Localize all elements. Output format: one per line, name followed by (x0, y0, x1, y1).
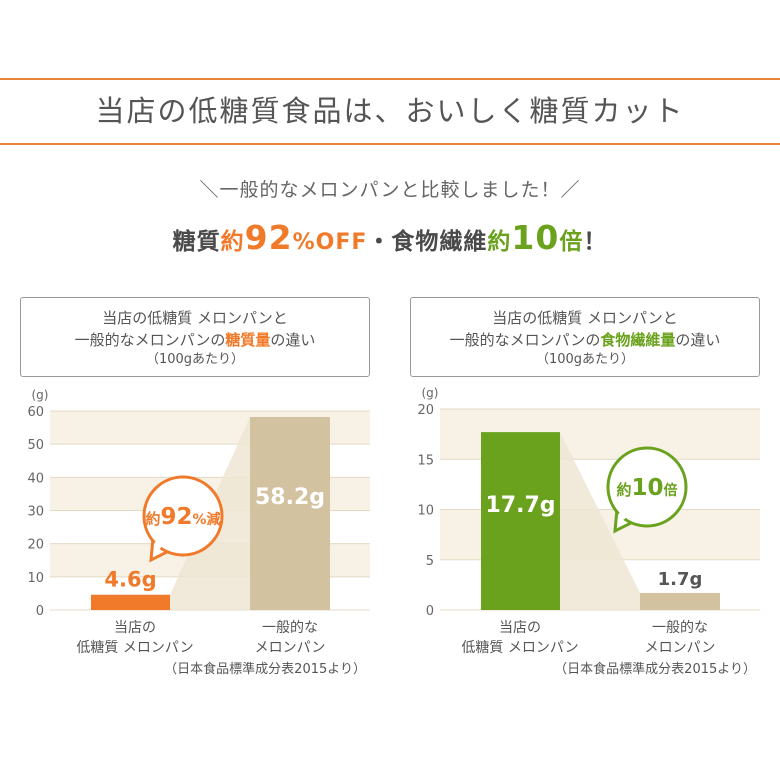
badge-number: 92 (160, 504, 192, 530)
x-category-label: 一般的な (262, 620, 318, 636)
bottom-rule (0, 143, 780, 145)
y-tick-label: 10 (27, 571, 44, 586)
badge-circle (606, 446, 688, 528)
x-category-label: メロンパン (645, 640, 716, 656)
headline-approx-1: 約 (220, 229, 245, 255)
bar-regular-bread (640, 592, 720, 610)
badge-number: 10 (632, 475, 664, 501)
y-tick-label: 10 (417, 504, 434, 519)
badge-suffix: %減 (193, 511, 221, 528)
panel-left-title: 当店の低糖質 メロンパンと 一般的なメロンパンの糖質量の違い （100gあたり） (20, 297, 370, 377)
headline-approx-2: 約 (487, 229, 512, 255)
y-tick-label: 5 (426, 554, 434, 569)
badge-text: 約92%減 (145, 504, 220, 530)
panel-right-line1: 当店の低糖質 メロンパンと (492, 309, 678, 327)
x-category-label: 当店の (114, 620, 156, 636)
bar-our-bread (91, 594, 170, 610)
headline-10: 10 (511, 218, 560, 257)
x-category-label: メロンパン (255, 640, 326, 656)
panel-right-title: 当店の低糖質 メロンパンと 一般的なメロンパンの食物繊維量の違い （100gあた… (410, 297, 760, 377)
x-category-label: 低糖質 メロンパン (76, 640, 193, 656)
bar-regular-bread (250, 416, 330, 610)
panel-left-line2-post: の違い (270, 331, 316, 349)
headline-times: 倍 (559, 229, 584, 255)
panel-left-line3: （100gあたり） (145, 352, 245, 367)
headline-92: 92 (244, 218, 293, 257)
y-tick-label: 60 (27, 405, 44, 420)
panel-left-line2: 一般的なメロンパンの糖質量の違い (21, 329, 369, 351)
panel-right-highlight: 食物繊維量 (600, 331, 676, 349)
y-tick-label: 20 (417, 403, 434, 418)
y-tick-label: 15 (417, 453, 434, 468)
panel-left-line1: 当店の低糖質 メロンパンと (102, 309, 288, 327)
headline-sugar: 糖質 (172, 229, 221, 255)
page-title: 当店の低糖質食品は、おいしく糖質カット (95, 94, 685, 128)
panel-left-highlight: 糖質量 (225, 331, 271, 349)
x-category-label: 低糖質 メロンパン (461, 640, 578, 656)
headline-fiber: ・食物繊維 (367, 229, 488, 255)
y-tick-label: 30 (27, 505, 44, 520)
badge-text: 約10倍 (616, 475, 677, 501)
badge-tail-mask (154, 541, 162, 549)
bar-our-bread (481, 432, 560, 610)
panel-right-line3: （100gあたり） (535, 352, 635, 367)
headline-off: %OFF (292, 230, 368, 255)
bar-value-label: 1.7g (658, 569, 703, 590)
x-category-label: 当店の (499, 620, 541, 636)
y-tick-label: 0 (36, 604, 44, 619)
x-category-label: 一般的な (652, 620, 708, 636)
bar-value-label: 17.7g (485, 493, 555, 518)
connector-shape (560, 432, 640, 610)
y-tick-label: 50 (27, 438, 44, 453)
panel-right-line2-post: の違い (675, 331, 721, 349)
badge-tail-mask (618, 512, 626, 520)
comparison-subtitle: ＼一般的なメロンパンと比較しました！／ (199, 179, 581, 201)
bar-value-label: 4.6g (104, 568, 156, 592)
badge-prefix: 約 (145, 510, 160, 528)
y-unit-label: (g) (32, 388, 49, 402)
badge-prefix: 約 (616, 481, 631, 499)
panel-left-line2-pre: 一般的なメロンパンの (74, 331, 226, 349)
panel-right-line2-pre: 一般的なメロンパンの (449, 331, 601, 349)
source-note: （日本食品標準成分表2015より） (164, 661, 366, 677)
headline: 糖質約92%OFF・食物繊維約10倍！ (0, 218, 780, 257)
badge-circle (142, 475, 224, 557)
y-tick-label: 0 (426, 604, 434, 619)
top-rule (0, 78, 780, 80)
headline-exclaim: ！ (583, 229, 608, 255)
y-tick-label: 40 (27, 471, 44, 486)
panel-right-line2: 一般的なメロンパンの食物繊維量の違い (411, 329, 759, 351)
y-unit-label: (g) (422, 386, 439, 400)
badge-suffix: 倍 (664, 482, 678, 499)
source-note: （日本食品標準成分表2015より） (554, 661, 756, 677)
y-tick-label: 20 (27, 538, 44, 553)
bar-value-label: 58.2g (255, 485, 325, 510)
